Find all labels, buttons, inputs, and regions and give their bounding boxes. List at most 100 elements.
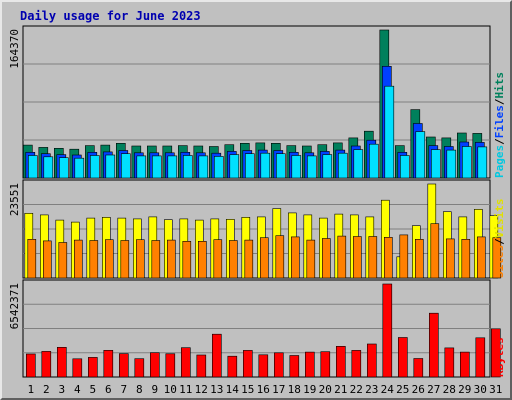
bar-kbytes-day-4 [72,358,83,378]
bar-pages-day-2 [43,156,54,179]
legend-hits-files-pages: Pages/Files/Hits [493,72,506,178]
bar-kbytes-day-28 [444,347,455,378]
bar-kbytes-day-9 [150,352,160,378]
legend-text: / [493,98,506,105]
x-tick-day-20: 20 [319,383,332,396]
bar-kbytes-day-22 [351,350,362,378]
bar-kbytes-day-5 [88,357,98,378]
bar-pages-day-24 [384,85,395,179]
bar-pages-day-19 [306,155,317,179]
bar-kbytes-day-15 [243,350,253,378]
legend-visits-sites: Sites/Visits [493,199,506,279]
x-tick-day-26: 26 [412,383,425,396]
bar-pages-day-13 [214,156,224,179]
bar-pages-day-17 [275,153,286,179]
x-tick-day-7: 7 [120,383,127,396]
bar-sites-day-18 [290,236,300,279]
bar-pages-day-14 [229,154,240,179]
bar-kbytes-day-26 [413,358,424,378]
legend-text: Visits [493,199,506,239]
bar-kbytes-day-29 [459,351,470,378]
bar-sites-day-23 [368,236,378,279]
x-tick-day-25: 25 [396,383,409,396]
bar-kbytes-day-11 [181,347,191,378]
bar-sites-day-29 [461,239,471,279]
legend-text: / [493,238,506,245]
bar-pages-day-6 [105,154,116,179]
bar-kbytes-day-2 [41,351,52,378]
chart-title: Daily usage for June 2023 [20,9,201,23]
x-tick-day-31: 31 [489,383,502,396]
x-tick-day-29: 29 [458,383,471,396]
bar-kbytes-day-1 [25,353,36,378]
bar-sites-day-11 [182,241,192,279]
bar-sites-day-25 [399,234,409,279]
x-tick-day-9: 9 [151,383,158,396]
y-axis-max-label: 23551 [8,183,21,216]
bar-pages-day-8 [136,155,147,179]
bar-pages-day-27 [430,149,441,179]
bar-sites-day-16 [259,237,269,279]
bar-pages-day-15 [245,153,255,179]
bar-sites-day-9 [151,240,161,279]
x-tick-day-16: 16 [257,383,270,396]
bar-pages-day-25 [399,155,410,179]
bar-kbytes-day-3 [56,346,67,378]
bar-kbytes-day-24 [382,283,393,378]
x-tick-day-27: 27 [427,383,440,396]
legend-text: / [493,138,506,145]
bar-sites-day-6 [105,239,114,279]
bar-sites-day-8 [136,239,145,279]
bar-pages-day-1 [27,155,38,179]
x-tick-day-30: 30 [474,383,487,396]
bar-kbytes-day-23 [366,343,377,378]
legend-text: Pages [493,145,506,178]
bar-sites-day-17 [275,235,285,279]
bar-sites-day-31 [492,237,502,279]
x-tick-day-3: 3 [58,383,65,396]
bar-sites-day-30 [476,236,486,279]
bar-kbytes-day-8 [134,358,145,378]
bar-sites-day-14 [229,240,238,279]
bar-sites-day-2 [42,240,52,279]
y-axis-max-label: 6542371 [8,283,21,329]
bar-pages-day-21 [337,152,348,179]
x-tick-day-1: 1 [27,383,34,396]
x-tick-day-4: 4 [74,383,81,396]
bar-sites-day-3 [58,242,68,279]
x-tick-day-2: 2 [43,383,50,396]
bar-sites-day-28 [445,238,455,279]
bar-kbytes-day-19 [304,351,315,378]
legend-text: Hits [493,72,506,99]
bar-sites-day-4 [74,239,83,279]
bar-pages-day-11 [183,155,193,179]
bar-pages-day-20 [322,154,333,179]
x-tick-day-12: 12 [195,383,208,396]
bar-kbytes-day-27 [428,312,439,378]
bar-pages-day-5 [90,155,100,179]
x-tick-day-10: 10 [164,383,177,396]
bar-kbytes-day-31 [490,328,501,378]
legend-kbytes: KBytes [493,337,506,377]
bar-kbytes-day-17 [273,352,284,378]
bar-kbytes-day-21 [335,345,346,378]
bar-sites-day-15 [244,239,254,279]
bar-pages-day-23 [368,143,379,179]
bar-kbytes-day-13 [212,333,222,378]
legend-text: KBytes [493,337,506,377]
bar-sites-day-20 [321,238,331,279]
x-tick-day-23: 23 [365,383,378,396]
bar-sites-day-5 [89,240,99,279]
x-tick-day-24: 24 [381,383,395,396]
bar-sites-day-22 [352,236,362,279]
bar-pages-day-29 [461,146,472,179]
bar-kbytes-day-18 [289,355,300,378]
bar-sites-day-7 [120,240,130,279]
legend-text: Files [493,105,506,138]
bar-pages-day-16 [260,152,271,179]
bar-pages-day-12 [198,155,209,179]
bar-kbytes-day-20 [320,351,331,378]
bar-sites-day-12 [198,241,207,279]
legend-text: Sites [493,245,506,278]
